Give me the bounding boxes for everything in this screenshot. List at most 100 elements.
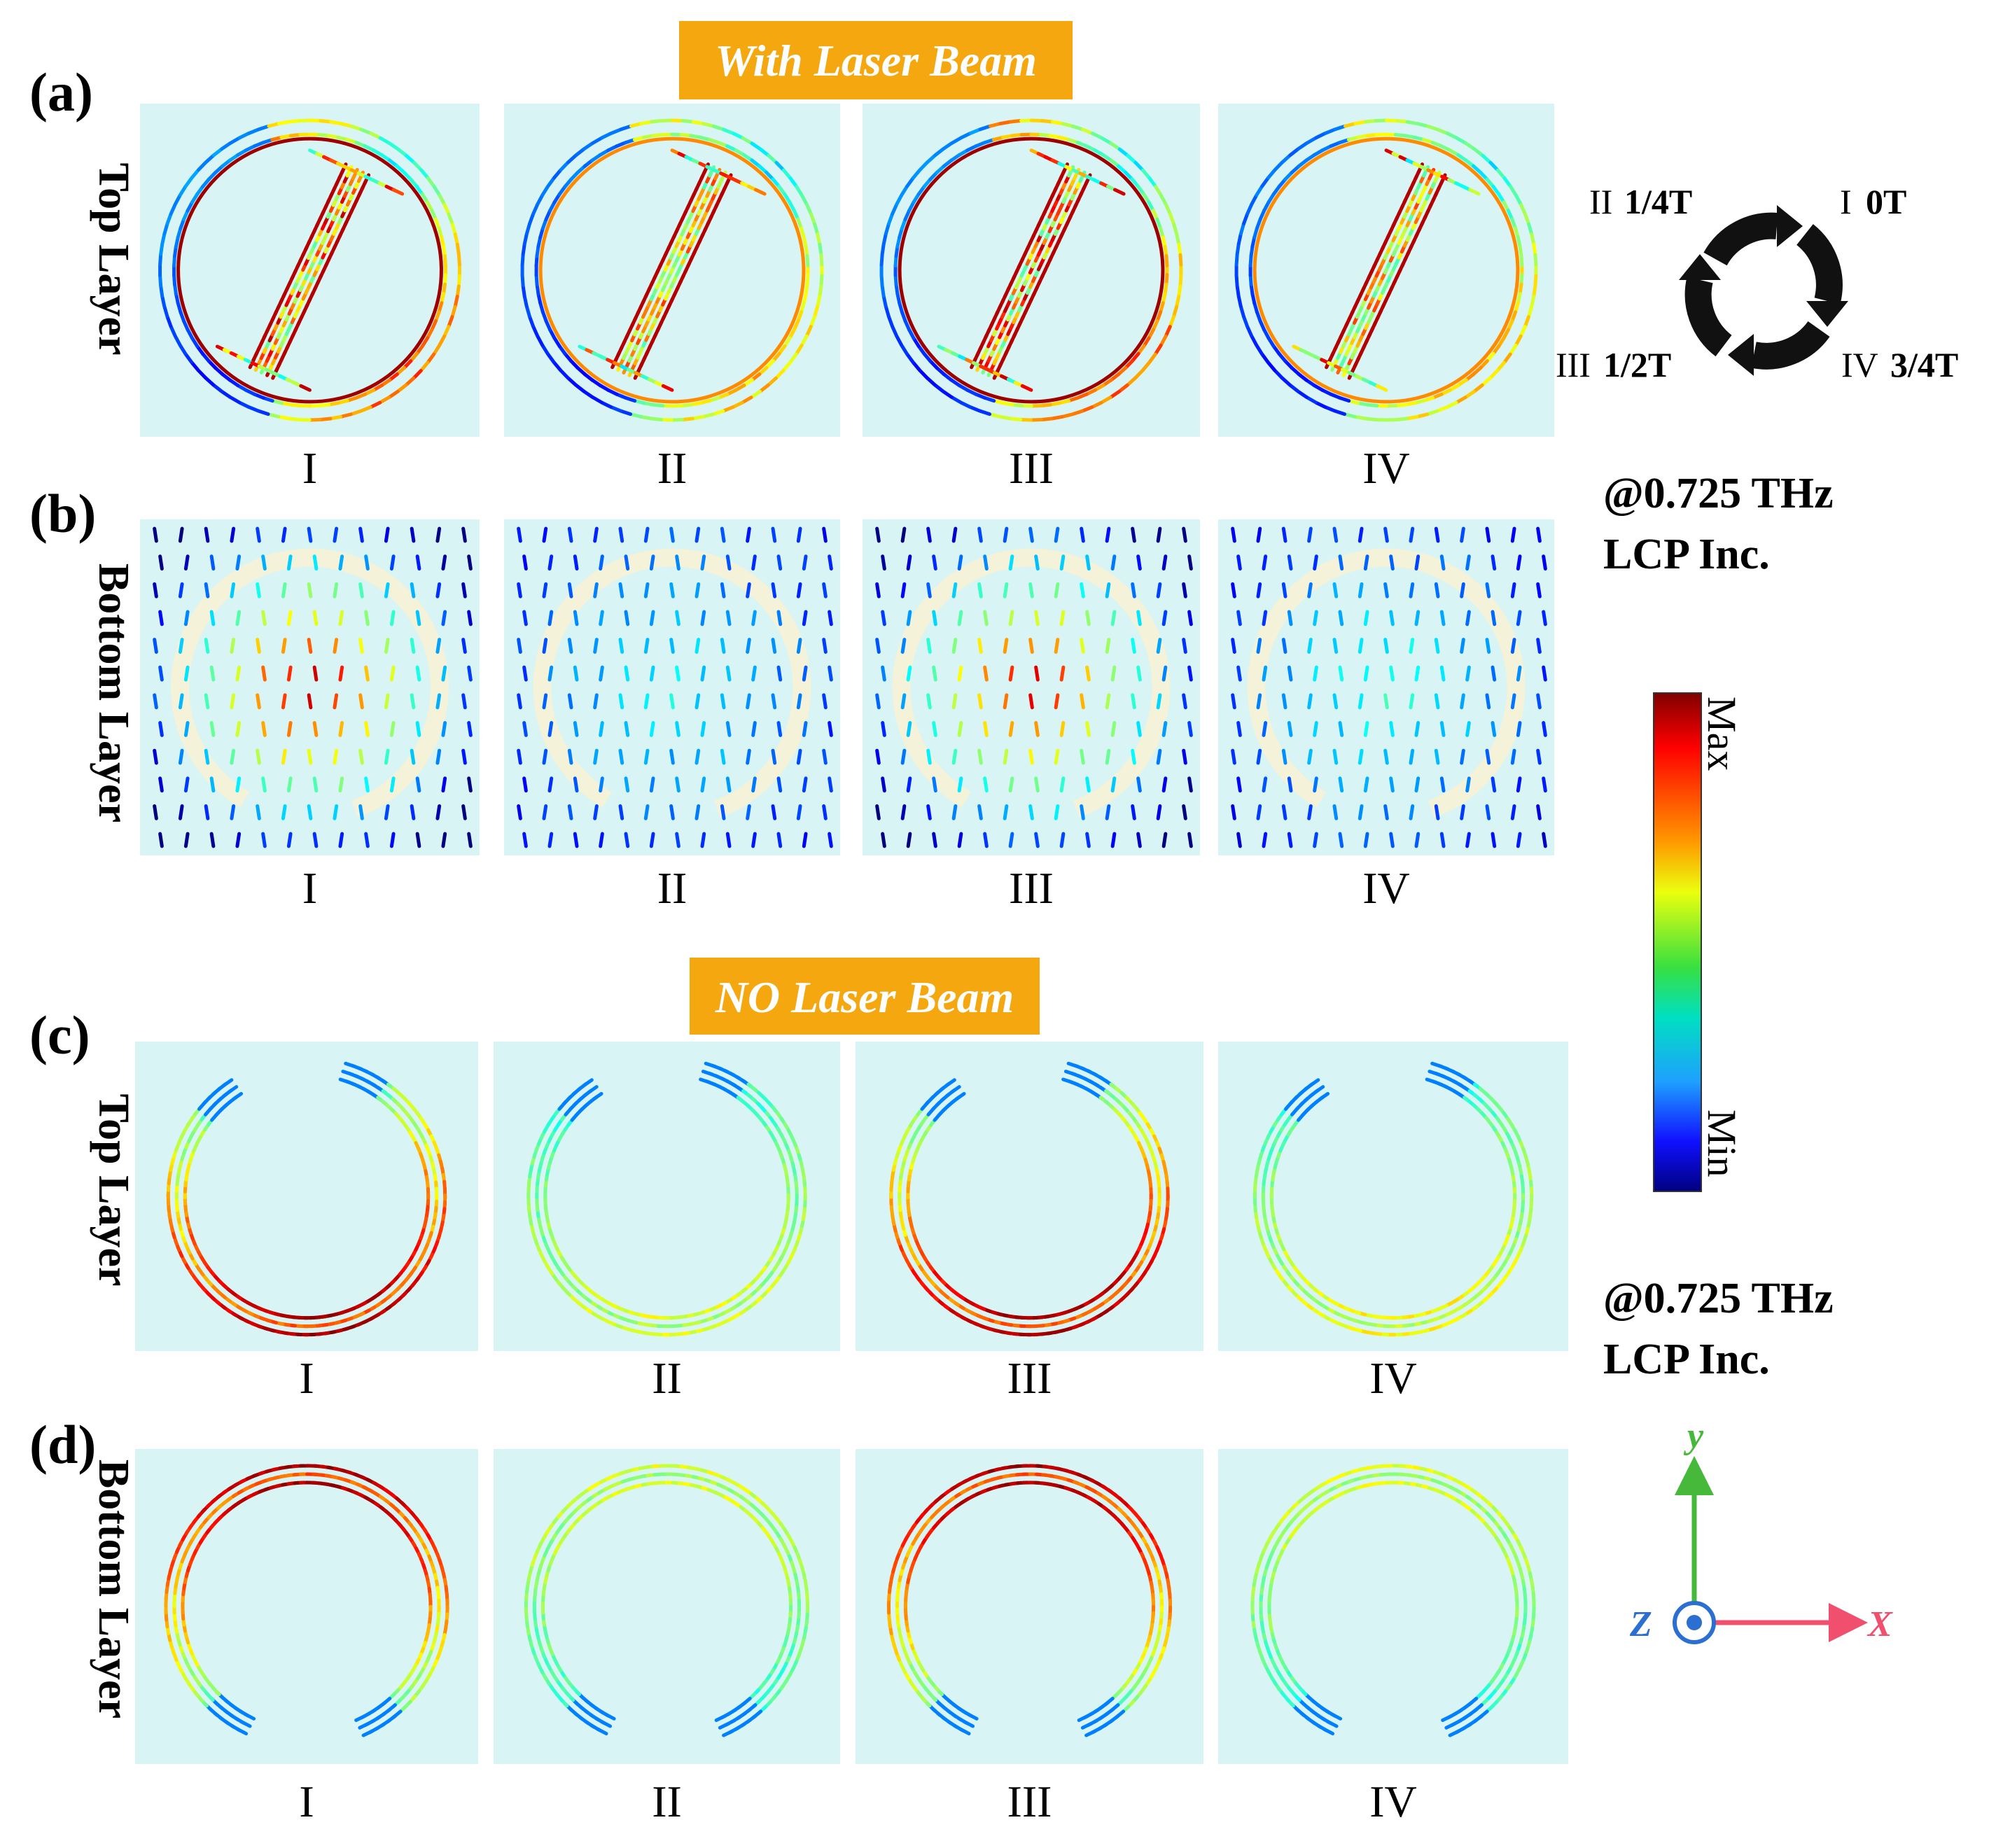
field-arrow [546,176,556,188]
field-arrow [950,396,963,405]
field-arrow [1077,1714,1090,1722]
field-arrow [1485,804,1491,820]
field-arrow [384,582,390,598]
field-arrow [1434,804,1440,820]
field-arrow [281,638,287,654]
field-arrow [711,124,725,132]
field-arrow [1182,748,1187,765]
field-arrow [1332,693,1339,710]
field-arrow [1414,832,1421,848]
field-arrow [926,582,932,598]
field-arrow [1510,638,1516,654]
field-arrow [1084,1729,1097,1737]
field-arrow [1028,804,1034,820]
field-arrow [522,554,528,571]
field-arrow [339,412,353,419]
field-arrow [926,153,937,164]
field-arrow [957,721,963,737]
field-arrow [524,222,531,236]
panel-background [863,519,1200,855]
field-arrow [695,638,701,654]
field-arrow [435,638,442,654]
field-arrow [319,119,333,124]
field-arrow [521,284,526,298]
field-arrow [1008,776,1014,793]
field-arrow [364,721,370,737]
field-arrow [358,582,364,598]
field-arrow [725,776,732,793]
field-arrow [599,776,604,793]
split-ring-outline [533,548,811,827]
field-arrow [1358,638,1364,654]
field-arrow [359,405,372,413]
field-arrow [237,132,251,140]
field-arrow [1008,554,1014,571]
field-arrow [1281,638,1287,654]
field-arrow [1081,405,1094,413]
panel-d_bottom-II [494,1449,840,1764]
field-arrow [1495,360,1506,372]
field-arrow [547,665,554,682]
field-arrow [881,776,886,793]
field-arrow [1154,343,1163,356]
field-arrow [1034,721,1040,737]
field-arrow [951,526,958,543]
field-arrow [700,776,706,793]
field-arrow [944,1078,956,1088]
field-arrow [1383,748,1389,765]
field-arrow [932,776,937,793]
field-arrow [517,526,522,543]
field-arrow [881,610,886,626]
field-arrow [204,638,210,654]
field-arrow [435,582,442,598]
field-arrow [209,721,216,737]
field-arrow [1054,638,1060,654]
phase-legend-IV: IV 3/4T [1841,345,1958,384]
field-arrow [988,122,1002,128]
field-arrow [378,136,391,145]
field-arrow [1481,153,1492,164]
field-arrow [387,389,400,399]
field-arrow [1059,554,1066,571]
field-arrow [1502,176,1512,188]
field-arrow [800,193,809,206]
field-arrow [384,526,390,543]
field-arrow [1028,582,1034,598]
field-arrow [384,804,390,820]
column-label-IV: IV [1362,443,1410,493]
field-arrow [643,638,650,654]
phase-legend-IV-frac: 3/4T [1890,345,1958,384]
panel-background [856,1042,1203,1351]
field-arrow [618,526,624,543]
field-arrow [977,693,983,710]
field-arrow [1514,334,1523,347]
field-arrow [559,369,570,380]
field-arrow [643,748,650,765]
field-arrow [204,804,210,820]
field-arrow [467,776,473,793]
field-arrow [209,610,216,626]
field-arrow [158,253,163,267]
panel-background [504,519,840,855]
field-arrow [746,582,751,598]
field-arrow [542,582,548,598]
field-arrow [1059,721,1066,737]
field-arrow [977,582,983,598]
field-arrow [669,804,675,820]
field-arrow [536,193,544,206]
field-arrow [875,526,881,543]
field-arrow [1307,748,1313,765]
field-arrow [1136,610,1142,626]
field-arrow [1465,776,1471,793]
field-arrow [1333,124,1347,132]
field-arrow [333,748,339,765]
field-arrow [1059,665,1066,682]
field-arrow [338,610,344,626]
phase-legend-III-frac: 1/2T [1603,345,1671,384]
field-arrow [1126,376,1137,387]
field-arrow [567,526,573,543]
field-arrow [1175,295,1181,308]
field-arrow [1236,832,1242,848]
field-arrow [228,136,242,145]
field-arrow [600,400,613,409]
